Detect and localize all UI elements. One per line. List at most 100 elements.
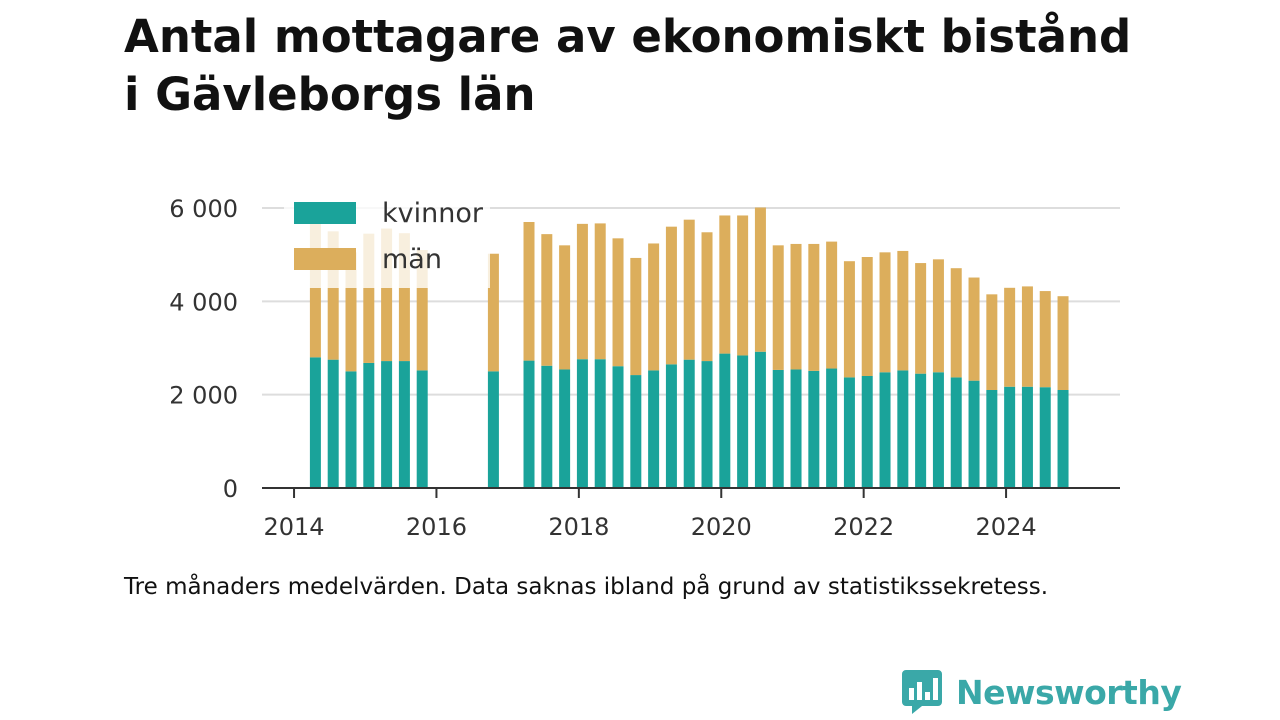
bar-man xyxy=(826,241,838,369)
bar-kvinnor xyxy=(487,371,499,488)
bar-man xyxy=(594,223,606,360)
bar-kvinnor xyxy=(719,353,731,488)
bar-man xyxy=(487,253,499,372)
bar-kvinnor xyxy=(683,359,695,488)
bar-kvinnor xyxy=(665,364,677,488)
x-tick-label: 2024 xyxy=(976,513,1037,541)
bar-kvinnor xyxy=(826,368,838,488)
y-tick-label: 4 000 xyxy=(169,288,238,316)
bar-chart: kvinnor män 0 2 000 4 000 6 000 2014 2016 2018 2… xyxy=(169,195,1120,541)
bar-kvinnor xyxy=(861,376,873,488)
bar-man xyxy=(915,263,927,374)
bar-kvinnor xyxy=(1057,390,1069,488)
bar-man xyxy=(327,231,339,360)
bar-man xyxy=(932,259,944,373)
bar-man xyxy=(683,219,695,360)
x-tick-label: 2016 xyxy=(406,513,467,541)
bar-man xyxy=(309,219,321,358)
chart-title-line-1: Antal mottagare av ekonomiskt bistånd xyxy=(124,10,1132,63)
bar-kvinnor xyxy=(915,373,927,488)
bar-kvinnor xyxy=(381,361,393,488)
bar-man xyxy=(897,250,909,371)
bar-man xyxy=(754,207,766,352)
bar-kvinnor xyxy=(950,377,962,488)
bar-kvinnor xyxy=(398,361,410,488)
bar-kvinnor xyxy=(363,362,375,488)
bar-kvinnor xyxy=(327,359,339,488)
bar-man xyxy=(950,268,962,378)
legend-swatch xyxy=(294,248,356,270)
bar-kvinnor xyxy=(630,375,642,488)
newsworthy-logo-icon xyxy=(902,670,942,714)
bar-kvinnor xyxy=(648,370,660,488)
bar-kvinnor xyxy=(790,369,802,488)
bar-man xyxy=(843,261,855,378)
bar-man xyxy=(808,243,820,371)
x-tick-label: 2014 xyxy=(264,513,325,541)
bar-kvinnor xyxy=(968,380,980,488)
bar-man xyxy=(523,222,535,361)
bar-man xyxy=(576,223,588,360)
bar-man xyxy=(559,245,571,370)
bars xyxy=(309,207,1069,488)
legend: kvinnor män xyxy=(284,196,490,288)
bar-man xyxy=(986,294,998,390)
brand-name: Newsworthy xyxy=(956,672,1182,712)
axes: 0 2 000 4 000 6 000 2014 2016 2018 2020 2022 2024 xyxy=(169,195,1120,541)
legend-label: män xyxy=(382,244,442,275)
bar-man xyxy=(1057,296,1069,390)
bar-kvinnor xyxy=(1039,387,1051,488)
bar-kvinnor xyxy=(309,357,321,488)
bar-man xyxy=(541,234,553,366)
bar-kvinnor xyxy=(701,361,713,488)
chart-title: Antal mottagare av ekonomiskt bistånd i … xyxy=(124,8,1224,124)
bar-kvinnor xyxy=(879,372,891,488)
bar-kvinnor xyxy=(986,390,998,488)
bar-man xyxy=(665,226,677,365)
bar-man xyxy=(630,257,642,376)
bar-kvinnor xyxy=(843,377,855,488)
bar-kvinnor xyxy=(1021,386,1033,488)
bar-kvinnor xyxy=(897,370,909,488)
bar-man xyxy=(381,228,393,362)
bar-kvinnor xyxy=(594,359,606,488)
x-tick-label: 2020 xyxy=(691,513,752,541)
bar-kvinnor xyxy=(932,372,944,488)
bar-man xyxy=(790,243,802,370)
bar-kvinnor xyxy=(1004,386,1016,488)
bar-man xyxy=(879,252,891,373)
legend-label: kvinnor xyxy=(382,198,484,229)
bar-kvinnor xyxy=(808,370,820,488)
bar-man xyxy=(701,232,713,362)
bar-kvinnor xyxy=(737,355,749,488)
bar-man xyxy=(968,277,980,381)
x-tick-label: 2022 xyxy=(833,513,894,541)
y-tick-label: 6 000 xyxy=(169,195,238,223)
bar-man xyxy=(648,243,660,371)
bar-kvinnor xyxy=(523,360,535,488)
brand-logo: Newsworthy xyxy=(902,668,1182,716)
bar-kvinnor xyxy=(541,365,553,488)
bar-man xyxy=(363,233,375,363)
chart-footnote: Tre månaders medelvärden. Data saknas ib… xyxy=(124,574,1049,600)
y-tick-label: 2 000 xyxy=(169,382,238,410)
bar-kvinnor xyxy=(559,369,571,488)
bar-kvinnor xyxy=(345,371,357,488)
bar-man xyxy=(737,215,749,356)
bar-man xyxy=(612,238,624,367)
bar-kvinnor xyxy=(576,359,588,488)
bar-kvinnor xyxy=(612,366,624,488)
chart-title-line-2: i Gävleborgs län xyxy=(124,68,536,121)
bar-man xyxy=(719,215,731,354)
x-tick-label: 2018 xyxy=(548,513,609,541)
bar-man xyxy=(861,257,873,376)
bar-kvinnor xyxy=(754,351,766,488)
bar-man xyxy=(1021,286,1033,387)
bar-man xyxy=(345,252,357,372)
bar-man xyxy=(1039,291,1051,388)
bar-man xyxy=(1004,287,1016,387)
bar-man xyxy=(398,233,410,362)
bar-kvinnor xyxy=(416,370,428,488)
legend-swatch xyxy=(294,202,356,224)
bar-man xyxy=(416,250,428,371)
